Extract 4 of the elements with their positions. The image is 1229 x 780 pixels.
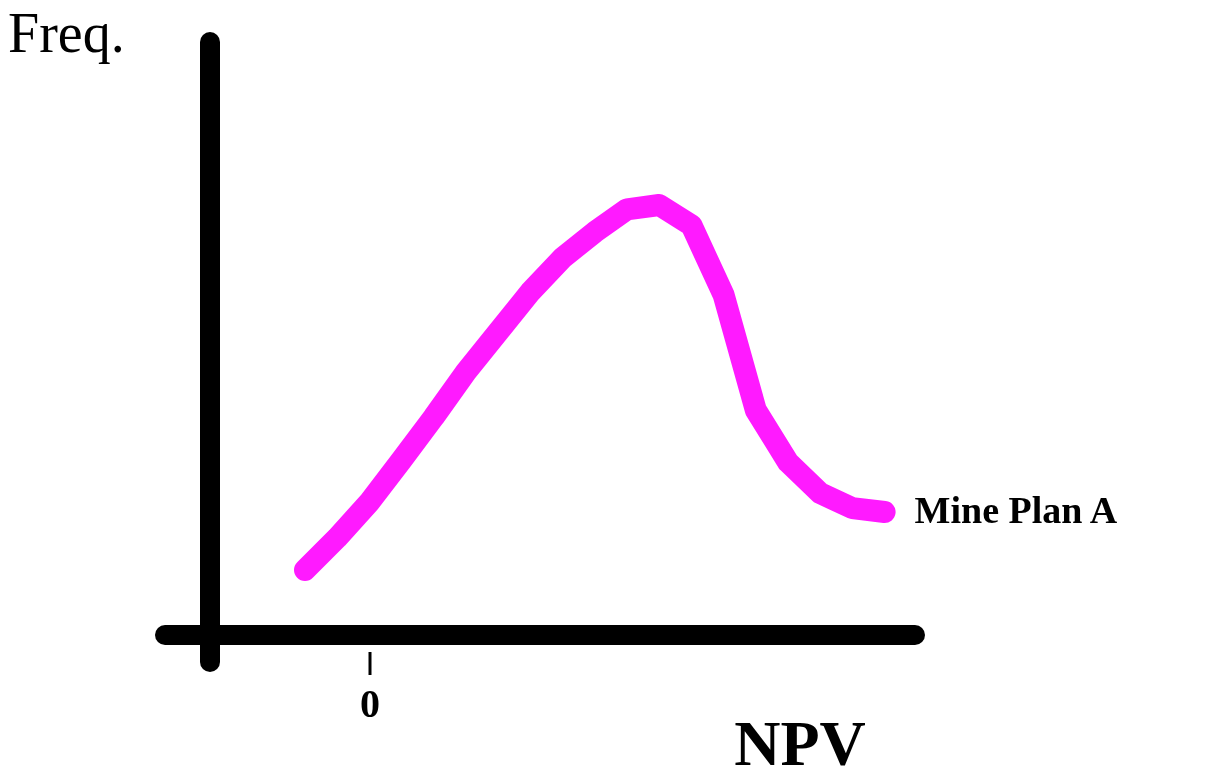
series-label: Mine Plan A: [914, 489, 1118, 532]
y-axis-title: Freq.: [8, 2, 125, 64]
text: 0: [360, 681, 380, 726]
x-axis-title: NPV: [734, 708, 866, 779]
